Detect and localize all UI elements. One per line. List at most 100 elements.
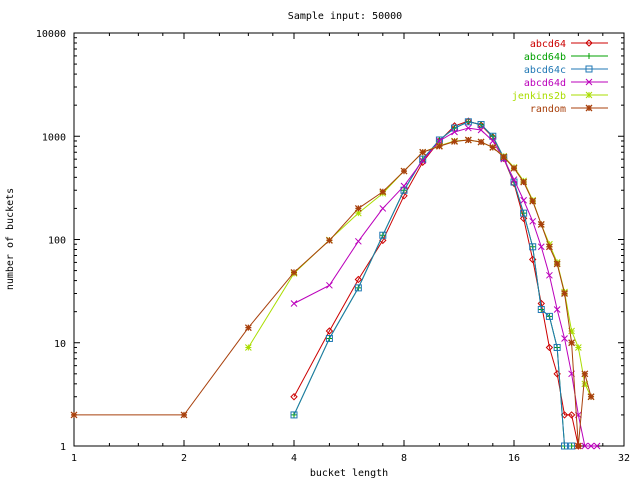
data-point-abcd64d [510,176,518,183]
x-tick-label: 4 [291,453,297,464]
data-point-random [244,324,252,332]
data-point-abcd64 [545,343,554,352]
x-tick-label: 16 [508,453,520,464]
legend-marker-abcd64b [586,53,592,59]
data-point-abcd64d [546,271,553,279]
x-axis-label: bucket length [310,468,388,479]
data-point-random [451,138,458,145]
data-point-abcd64d [587,442,595,450]
legend-label-jenkins2b: jenkins2b [512,91,566,102]
data-point-abcd64d [489,137,497,145]
data-point-abcd64 [418,158,427,166]
legend-marker-abcd64d [585,78,593,86]
data-point-jenkins2b [574,344,582,351]
y-tick-label: 100 [48,236,66,247]
data-point-abcd64d [436,137,443,145]
y-tick-label: 10 [54,339,66,350]
data-point-abcd64d [593,442,601,450]
data-point-abcd64d [581,442,589,450]
data-point-abcd64d [451,128,458,136]
legend-label-random: random [530,104,566,115]
data-point-abcd64c [568,442,576,450]
data-point-random [400,167,408,175]
data-point-jenkins2b [568,327,575,335]
data-point-abcd64c [325,334,333,342]
legend-marker-jenkins2b [585,91,593,99]
data-point-random [537,220,545,228]
data-point-abcd64 [290,393,298,401]
data-point-abcd64c [451,124,459,132]
data-point-random [520,178,528,186]
series-abcd64d [290,124,601,450]
data-point-jenkins2b [354,209,362,217]
data-point-abcd64d [561,335,568,342]
data-point-abcd64d [520,196,527,204]
data-point-random [553,260,561,268]
data-point-abcd64c [489,132,497,140]
data-point-random [70,411,78,419]
series-line-random [74,139,592,447]
legend-label-abcd64c: abcd64c [524,65,566,76]
data-point-abcd64c [529,243,537,251]
data-point-random [500,153,508,161]
axes: 1 2 4 8 16 32 1 10 100 1000 10000 [36,29,630,464]
data-point-abcd64c [400,186,408,194]
data-point-abcd64c [290,411,298,419]
data-point-abcd64c [354,284,362,292]
data-point-abcd64d [537,243,545,251]
data-point-abcd64d [354,237,362,245]
data-point-abcd64c [477,120,485,128]
data-point-abcd64d [529,217,537,225]
data-point-random [568,339,576,347]
data-point-random [419,148,427,156]
data-point-random [529,197,537,205]
data-point-abcd64 [567,411,576,419]
data-point-abcd64c [553,343,561,351]
data-point-jenkins2b [581,380,589,388]
data-point-random [325,236,333,244]
legend-label-abcd64d: abcd64d [524,78,566,89]
legend-marker-abcd64c [585,65,593,73]
data-point-abcd64d [464,124,472,132]
data-point-random [574,442,582,450]
x-tick-label: 32 [618,453,630,464]
data-point-abcd64d [419,157,427,165]
legend-marker-random [585,104,593,112]
data-point-jenkins2b [244,344,252,351]
data-point-abcd64c [520,209,528,217]
data-point-random [379,188,387,196]
data-point-abcd64b [291,411,297,418]
data-point-random [510,164,518,172]
data-point-random [477,138,485,146]
data-point-random [354,204,362,212]
data-point-abcd64d [553,306,561,313]
y-tick-label: 10000 [36,29,66,40]
series-random [70,136,595,450]
data-point-abcd64 [325,327,334,335]
data-point-random [464,136,472,144]
data-point-abcd64d [326,281,333,289]
series-line-abcd64c [293,121,572,447]
data-point-random [581,370,589,378]
y-axis-label: number of buckets [5,188,16,290]
legend-label-abcd64b: abcd64b [524,52,566,63]
data-point-random [290,268,298,276]
x-tick-label: 8 [401,453,407,464]
data-point-abcd64 [354,275,363,284]
data-point-random [587,393,595,401]
y-tick-label: 1 [60,442,66,453]
data-point-abcd64c [545,312,553,320]
data-point-random [489,143,497,151]
data-point-random [545,243,553,251]
data-point-abcd64c [379,231,387,239]
data-point-abcd64d [477,126,485,134]
data-point-abcd64c [537,305,545,313]
legend-marker-abcd64 [585,39,593,47]
series-line-abcd64d [293,127,598,447]
data-point-random [435,142,443,150]
data-point-random [180,411,188,419]
data-point-abcd64d [400,182,408,190]
legend: abcd64 abcd64b abcd64c abcd64d jenkins2b rand… [512,39,608,115]
data-point-abcd64c [464,118,472,126]
